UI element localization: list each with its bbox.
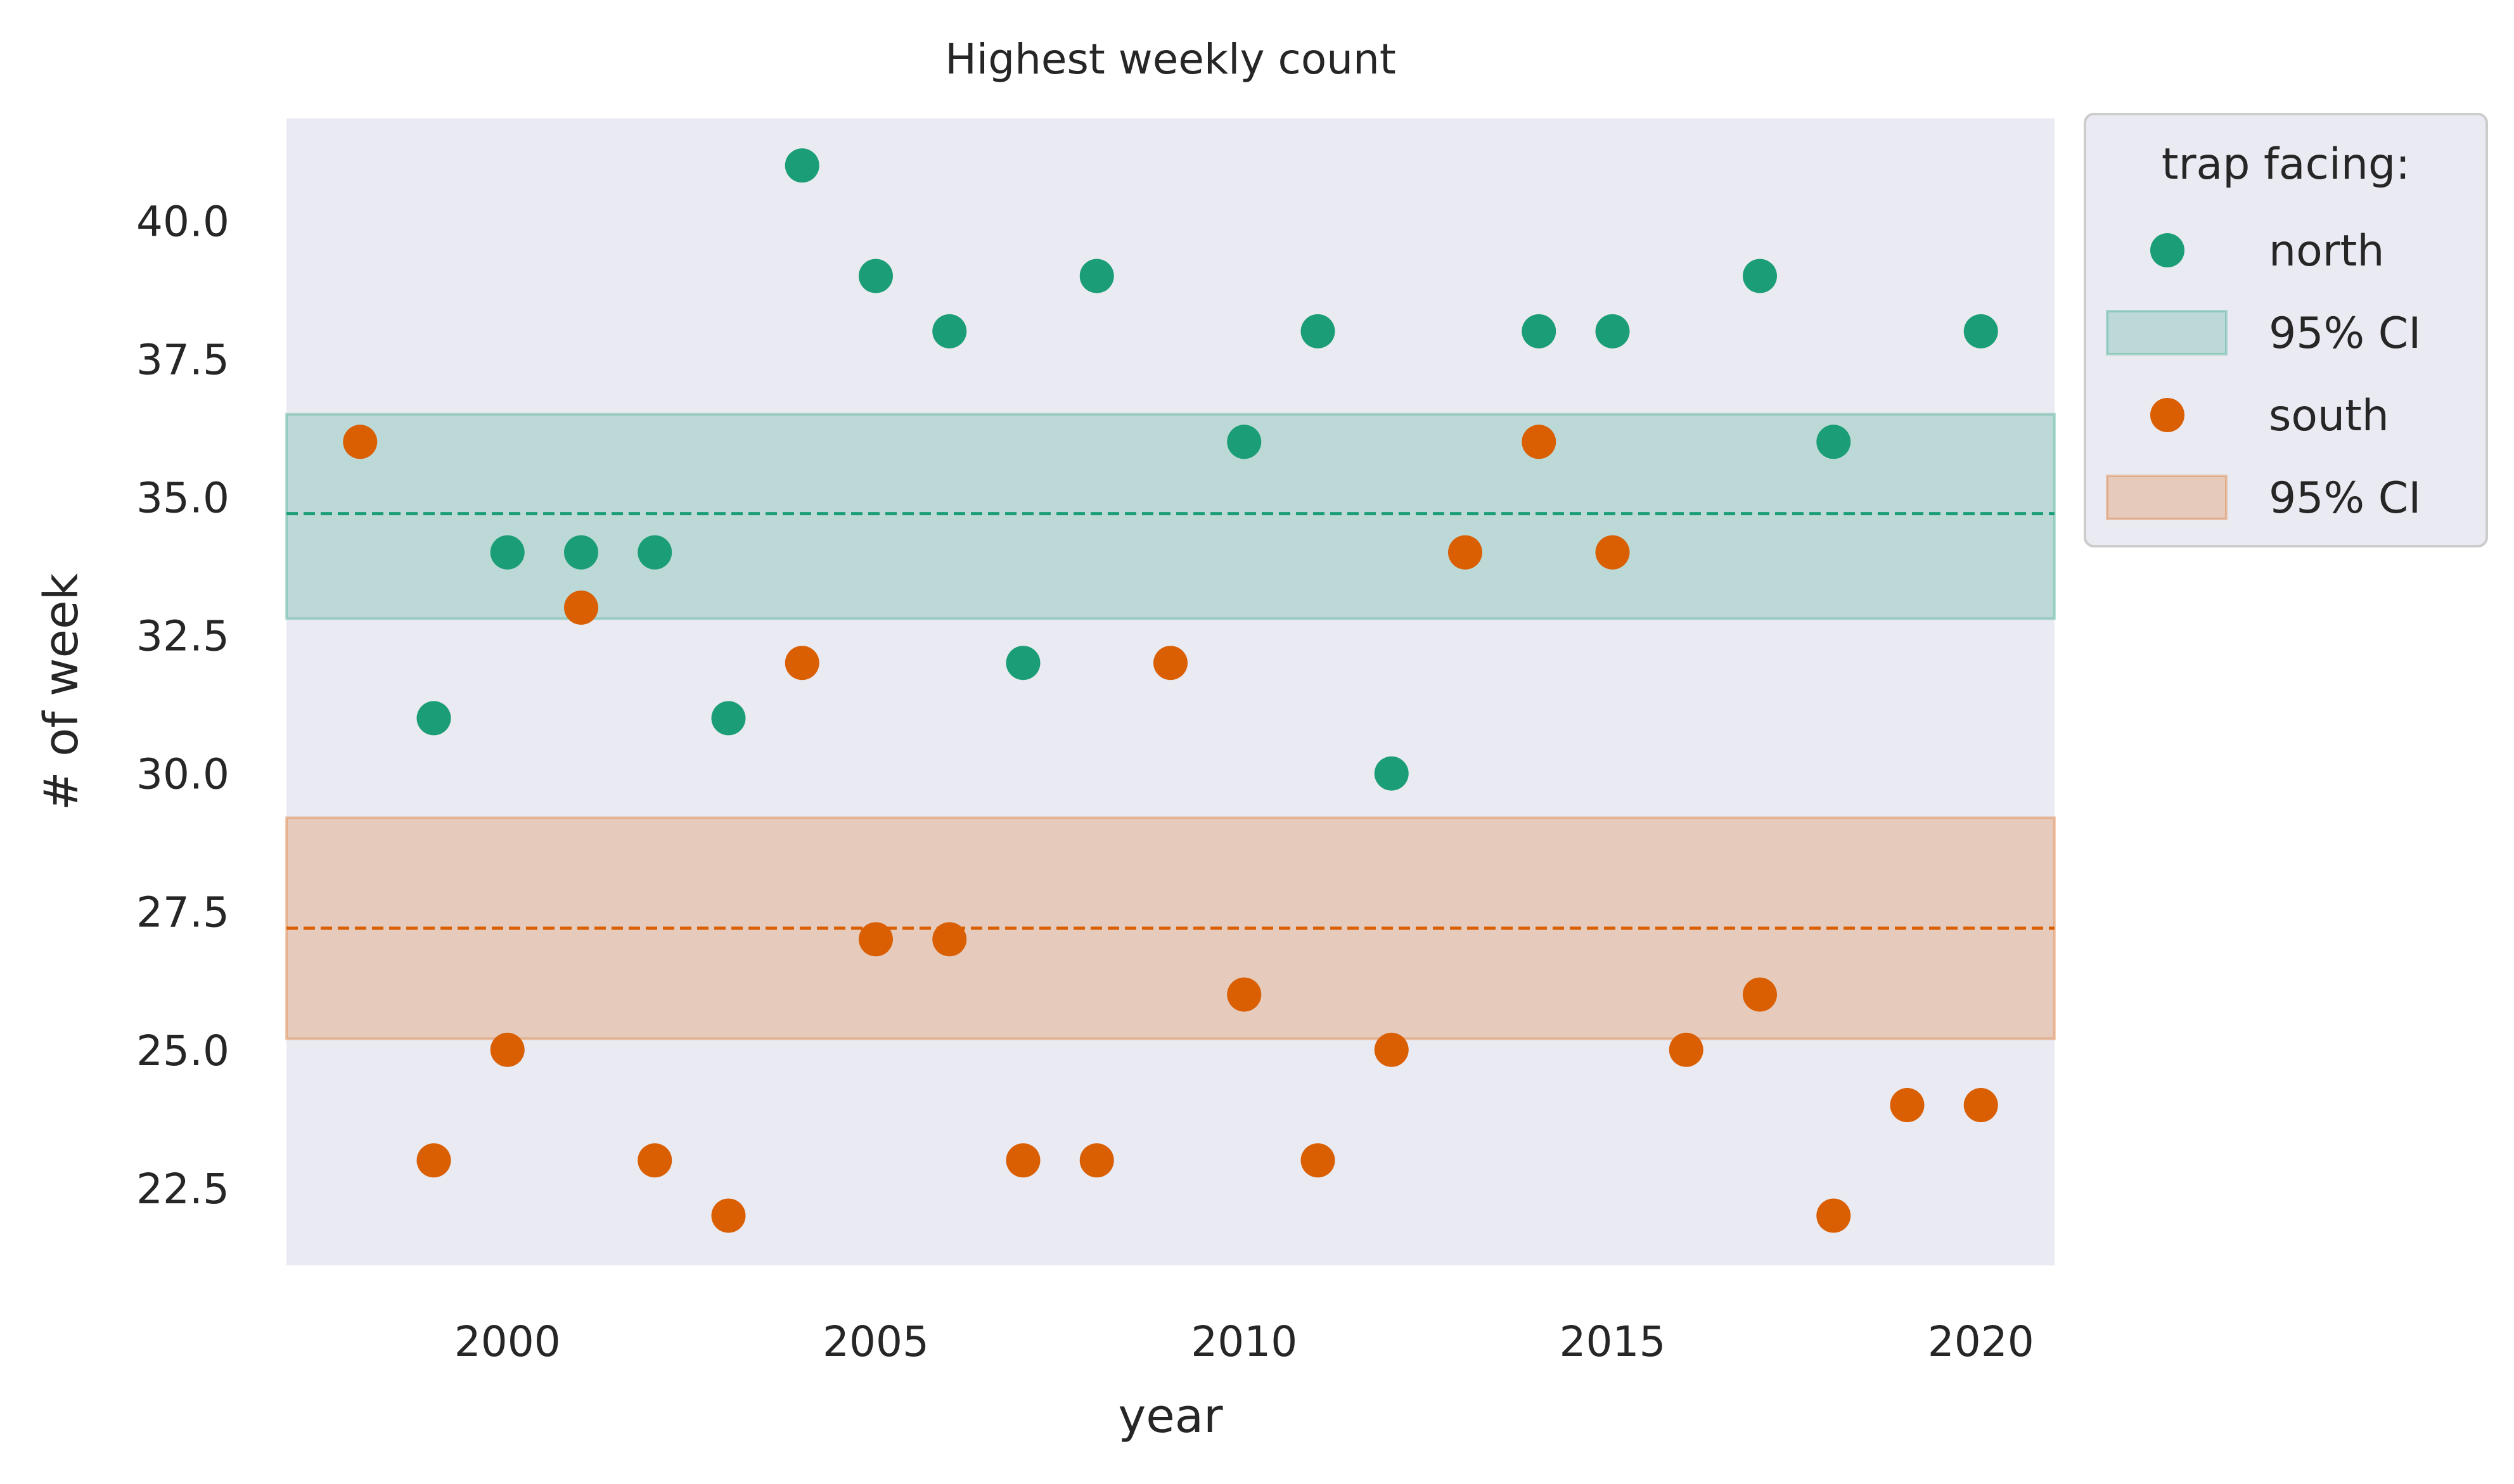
point-south-2009 <box>1153 646 1188 681</box>
ci-bands <box>285 413 2056 1040</box>
point-north-2000 <box>490 535 525 570</box>
y-tick-label: 30.0 <box>136 750 229 799</box>
point-north-2005 <box>859 259 893 293</box>
y-tick-label: 35.0 <box>136 474 229 523</box>
point-south-2011 <box>1300 1143 1335 1178</box>
x-axis-label: year <box>1118 1389 1223 1443</box>
legend-label: north <box>2269 226 2384 276</box>
point-south-2000 <box>490 1032 525 1067</box>
point-north-2015 <box>1595 314 1630 349</box>
legend-label: 95% CI <box>2269 309 2421 359</box>
point-south-2001 <box>564 590 598 625</box>
point-north-2012 <box>1374 756 1409 791</box>
y-tick-label: 40.0 <box>136 197 229 246</box>
point-south-2003 <box>711 1198 746 1233</box>
point-north-2006 <box>932 314 967 349</box>
x-tick-label: 2005 <box>823 1317 929 1366</box>
point-south-2018 <box>1816 1198 1851 1233</box>
x-tick-label: 2015 <box>1560 1317 1666 1366</box>
point-south-2008 <box>1079 1143 1114 1178</box>
legend-label: 95% CI <box>2269 473 2421 523</box>
point-south-2002 <box>638 1143 672 1178</box>
legend-title: trap facing: <box>2162 139 2410 189</box>
legend-frame <box>2084 113 2488 547</box>
y-tick-label: 27.5 <box>136 888 229 937</box>
point-south-2016 <box>1669 1032 1703 1067</box>
point-south-1998 <box>343 425 378 459</box>
point-north-2017 <box>1743 259 1777 293</box>
point-south-2012 <box>1374 1032 1409 1067</box>
point-north-2010 <box>1227 425 1262 459</box>
point-north-1999 <box>416 701 451 736</box>
point-south-2020 <box>1963 1088 1998 1123</box>
point-south-2007 <box>1006 1143 1041 1178</box>
legend-band-south <box>2106 475 2228 520</box>
point-south-2013 <box>1448 535 1482 570</box>
point-south-2010 <box>1227 977 1262 1012</box>
point-south-2006 <box>932 922 967 957</box>
point-north-2004 <box>785 148 819 183</box>
y-tick-label: 25.0 <box>136 1027 229 1075</box>
point-north-2003 <box>711 701 746 736</box>
point-north-2008 <box>1079 259 1114 293</box>
legend-marker-north <box>2150 233 2184 267</box>
legend: trap facing: north 95% CI south 95% CI <box>2084 113 2488 547</box>
legend-band-north <box>2106 310 2228 355</box>
y-axis-ticks: 22.5 25.0 27.5 30.0 32.5 35.0 37.5 40.0 <box>136 197 229 1213</box>
y-tick-label: 32.5 <box>136 612 229 661</box>
point-north-2001 <box>564 535 598 570</box>
point-south-2005 <box>859 922 893 957</box>
point-south-2015 <box>1595 535 1630 570</box>
point-south-2014 <box>1522 425 1556 459</box>
point-south-2019 <box>1890 1088 1925 1123</box>
x-axis-ticks: 2000 2005 2010 2015 2020 <box>454 1317 2034 1366</box>
x-tick-label: 2010 <box>1191 1317 1297 1366</box>
point-north-2011 <box>1300 314 1335 349</box>
y-tick-label: 22.5 <box>136 1165 229 1213</box>
x-tick-label: 2020 <box>1928 1317 2034 1366</box>
point-north-2002 <box>638 535 672 570</box>
x-tick-label: 2000 <box>454 1317 561 1366</box>
point-north-2007 <box>1006 646 1041 681</box>
y-tick-label: 37.5 <box>136 335 229 384</box>
point-north-2014 <box>1522 314 1556 349</box>
plot-area <box>286 118 2055 1265</box>
legend-entries: north 95% CI south 95% CI <box>2106 226 2421 523</box>
mean-lines <box>286 512 2055 930</box>
ci-band-north <box>285 413 2056 620</box>
point-south-1999 <box>416 1143 451 1178</box>
y-axis-label: # of week <box>34 573 89 810</box>
chart-title: Highest weekly count <box>945 35 1396 84</box>
legend-marker-south <box>2150 398 2184 432</box>
point-south-2004 <box>785 646 819 681</box>
data-points <box>343 148 1998 1233</box>
point-south-2017 <box>1743 977 1777 1012</box>
point-north-2018 <box>1816 425 1851 459</box>
legend-label: south <box>2269 391 2389 441</box>
point-north-2020 <box>1963 314 1998 349</box>
